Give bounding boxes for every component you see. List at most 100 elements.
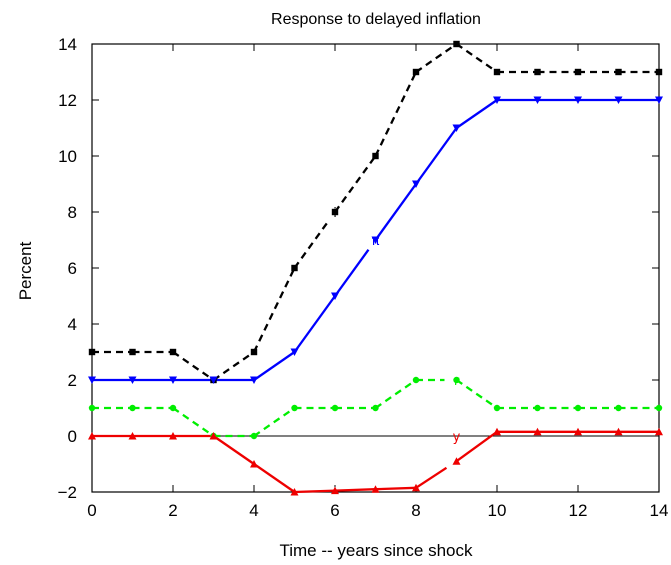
series-r bbox=[92, 378, 659, 438]
series-y-markers bbox=[88, 427, 663, 496]
x-tick-label: 8 bbox=[411, 501, 420, 520]
series-y bbox=[92, 430, 659, 494]
data-point bbox=[250, 460, 258, 468]
data-point bbox=[412, 483, 420, 492]
data-point bbox=[250, 432, 258, 440]
data-point bbox=[371, 485, 380, 493]
x-tick-label: 2 bbox=[168, 501, 177, 520]
x-tick-label: 14 bbox=[650, 501, 669, 520]
x-tick-label: 12 bbox=[569, 501, 588, 520]
data-point bbox=[574, 68, 582, 76]
data-point bbox=[493, 68, 501, 76]
data-point bbox=[290, 348, 299, 356]
data-point bbox=[169, 376, 177, 384]
series-r-segment bbox=[172, 407, 215, 437]
series-i-segment bbox=[334, 155, 377, 213]
data-point bbox=[574, 404, 582, 412]
data-point bbox=[290, 488, 299, 496]
plot-frame bbox=[91, 43, 660, 493]
series-i-segment bbox=[374, 71, 418, 157]
y-tick-label: 2 bbox=[68, 371, 77, 390]
data-point bbox=[412, 376, 420, 384]
series-markers bbox=[88, 40, 663, 496]
y-tick-label: 14 bbox=[58, 35, 77, 54]
series-r-segment bbox=[253, 407, 296, 437]
data-point bbox=[129, 404, 136, 412]
data-point bbox=[412, 180, 420, 188]
series-r-label: r bbox=[454, 374, 460, 389]
series-pi bbox=[92, 98, 659, 382]
series-y-segment bbox=[415, 466, 448, 489]
data-point bbox=[372, 404, 379, 412]
data-point bbox=[88, 348, 96, 356]
series-y-segment bbox=[212, 435, 255, 465]
data-point bbox=[331, 486, 339, 495]
data-point bbox=[88, 432, 96, 440]
series-r-segment bbox=[455, 379, 498, 409]
series-i-segment bbox=[455, 43, 498, 73]
data-point bbox=[493, 404, 501, 412]
data-point bbox=[533, 427, 542, 436]
series-y-segment bbox=[253, 463, 296, 493]
y-tick-label: 8 bbox=[68, 203, 77, 222]
data-point bbox=[250, 376, 258, 384]
x-tick-label: 6 bbox=[330, 501, 339, 520]
y-tick-label: 0 bbox=[68, 427, 77, 446]
data-point bbox=[655, 96, 663, 104]
x-tick-label: 0 bbox=[87, 501, 96, 520]
data-point bbox=[453, 376, 460, 384]
series-pi-segment bbox=[415, 127, 458, 185]
data-point bbox=[331, 404, 339, 412]
data-point bbox=[371, 236, 380, 244]
data-point bbox=[534, 68, 541, 76]
x-tick-label: 4 bbox=[249, 501, 258, 520]
y-tick-label: 10 bbox=[58, 147, 77, 166]
x-tick-label: 10 bbox=[488, 501, 507, 520]
data-point bbox=[614, 96, 623, 104]
series-y-segment bbox=[334, 488, 376, 492]
series-i-segment bbox=[293, 221, 329, 269]
series-pi-label: π bbox=[372, 234, 380, 249]
series-i-segment bbox=[172, 351, 215, 381]
y-tick-label: 4 bbox=[68, 315, 77, 334]
series-pi-segment bbox=[334, 249, 370, 297]
data-point bbox=[291, 264, 298, 272]
data-point bbox=[169, 432, 177, 440]
data-point bbox=[655, 404, 663, 412]
data-point bbox=[250, 348, 258, 356]
series-pi-markers bbox=[88, 96, 663, 384]
data-point bbox=[614, 427, 623, 436]
data-point bbox=[129, 348, 136, 356]
data-point bbox=[331, 292, 339, 300]
series-pi-segment bbox=[374, 183, 417, 241]
y-axis-title: Percent bbox=[16, 241, 35, 300]
data-point bbox=[209, 376, 218, 384]
data-point bbox=[209, 432, 218, 440]
axes bbox=[91, 43, 660, 493]
series-pi-segment bbox=[293, 295, 336, 353]
series-i-segment bbox=[252, 267, 296, 353]
series-y-segment bbox=[294, 489, 336, 494]
y-tick-label: 6 bbox=[68, 259, 77, 278]
series-y-segment bbox=[375, 486, 417, 491]
data-point bbox=[372, 152, 379, 160]
series-i-segment bbox=[212, 351, 255, 381]
data-point bbox=[615, 404, 622, 412]
data-point bbox=[574, 96, 582, 104]
series-labels: i π r y bbox=[333, 206, 460, 445]
x-axis-title: Time -- years since shock bbox=[279, 541, 473, 560]
series-y-segment bbox=[455, 430, 498, 463]
data-point bbox=[169, 348, 177, 356]
series-i-segment bbox=[415, 43, 458, 73]
data-point bbox=[412, 68, 420, 76]
series-pi-segment bbox=[253, 351, 296, 381]
series-r-markers bbox=[88, 376, 663, 440]
data-point bbox=[493, 427, 501, 436]
data-point bbox=[493, 96, 501, 104]
series-i-markers bbox=[88, 40, 663, 384]
data-point bbox=[574, 427, 582, 436]
series-r-segment bbox=[374, 379, 417, 409]
data-point bbox=[534, 404, 541, 412]
data-point bbox=[615, 68, 622, 76]
